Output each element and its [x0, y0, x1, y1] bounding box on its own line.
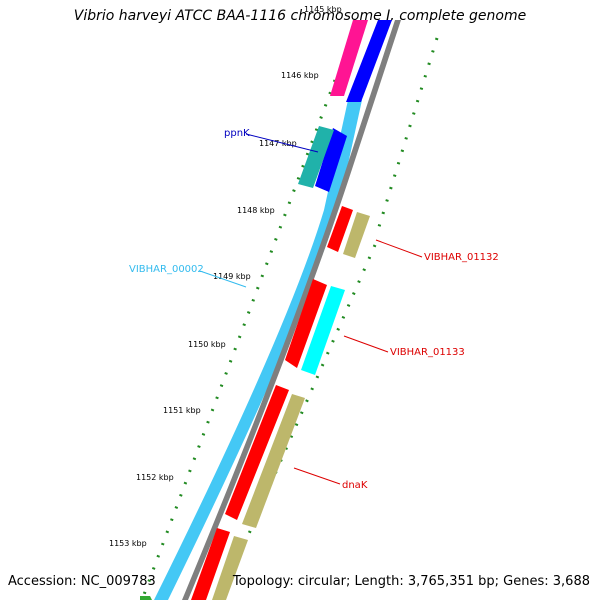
scale-tick-labels: 1145 kbp 1146 kbp 1147 kbp 1148 kbp 1149…: [109, 5, 342, 548]
gene-label-vibhar-01133: VIBHAR_01133: [390, 347, 465, 358]
tick-label-1147: 1147 kbp: [259, 139, 297, 148]
map-title: Vibrio harveyi ATCC BAA-1116 chromosome …: [73, 8, 527, 24]
gene-label-vibhar-00002: VIBHAR_00002: [129, 264, 204, 275]
gene-label-vibhar-01132: VIBHAR_01132: [424, 252, 499, 263]
inner-dotted-ring: [140, 79, 337, 600]
tick-label-1146: 1146 kbp: [281, 71, 319, 80]
tick-label-1148: 1148 kbp: [237, 206, 275, 215]
red-cds-bottom: [191, 528, 230, 600]
gene-labels: ppnK VIBHAR_00002 VIBHAR_01132 VIBHAR_01…: [129, 128, 499, 491]
gene-label-leaders: [199, 133, 423, 485]
accession-label: Accession: NC_009783: [8, 574, 156, 589]
blue-feature-ppnK: [315, 128, 347, 192]
gene-label-dnak: dnaK: [342, 480, 368, 491]
tick-label-1150: 1150 kbp: [188, 340, 226, 349]
teal-feature: [298, 126, 334, 188]
gene-label-ppnk: ppnK: [224, 128, 250, 139]
tick-label-1145: 1145 kbp: [304, 5, 342, 14]
green-marker-bottom: [140, 596, 152, 600]
tick-label-1149: 1149 kbp: [213, 272, 251, 281]
red-cds-dnak: [225, 385, 289, 520]
cyan-feature-01133: [301, 286, 345, 375]
red-cds-01133: [285, 279, 327, 368]
khaki-feature-bottom: [212, 536, 248, 600]
khaki-feature-dnak: [242, 394, 305, 528]
khaki-feature-01132: [343, 212, 370, 258]
red-cds-01132: [327, 206, 353, 252]
tick-label-1153: 1153 kbp: [109, 539, 147, 548]
blue-feature-upper: [346, 20, 392, 102]
genome-summary: Topology: circular; Length: 3,765,351 bp…: [232, 574, 590, 589]
tick-label-1152: 1152 kbp: [136, 473, 174, 482]
pink-feature: [330, 20, 368, 96]
grey-backbone: [182, 20, 401, 600]
tick-label-1151: 1151 kbp: [163, 406, 201, 415]
